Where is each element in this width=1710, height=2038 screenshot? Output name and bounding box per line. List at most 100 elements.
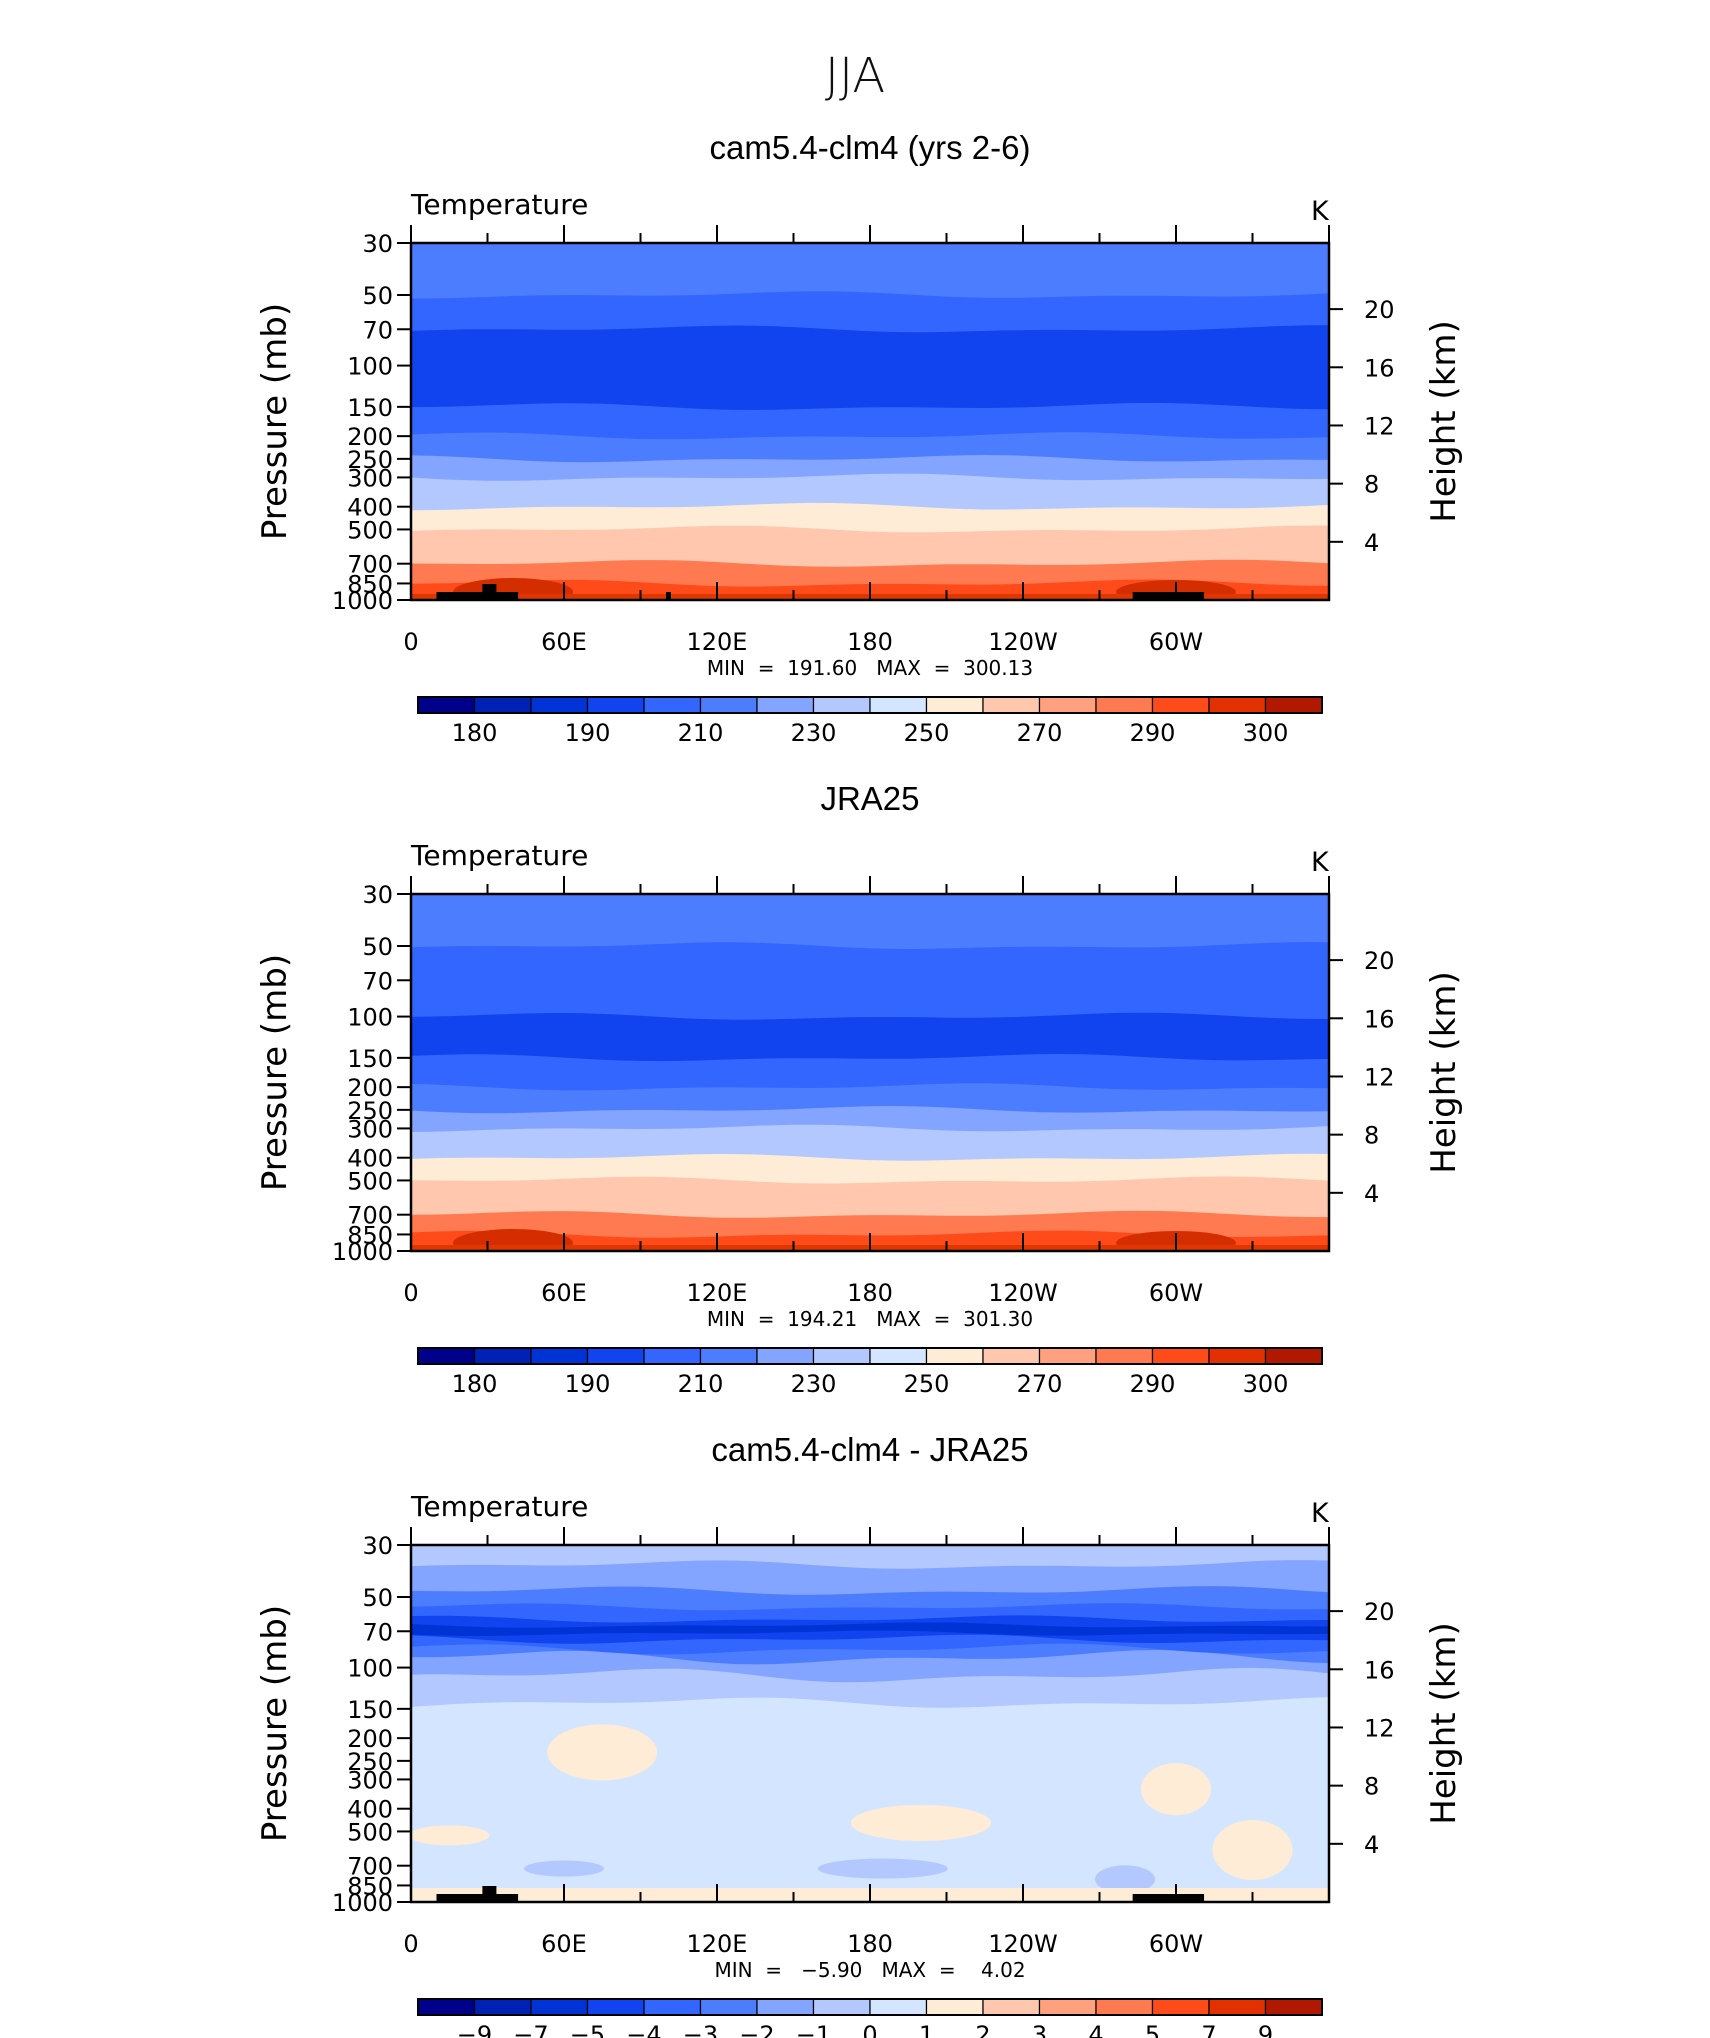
y-tick-label: 850 (347, 1872, 393, 1900)
colorbar-label: 0 (862, 2021, 877, 2038)
y-tick-label: 70 (362, 316, 393, 344)
colorbar-cell (925, 696, 984, 714)
colorbar-label: −9 (457, 2021, 492, 2038)
panel-3: cam5.4-clm4 - JRA25 Temperature K 0 60E 120E 1… (255, 1431, 1464, 2038)
colorbar-cell (643, 696, 702, 714)
colorbar-cell (869, 1347, 928, 1365)
contour-band (411, 942, 1329, 986)
y-tick-label: 50 (362, 282, 393, 310)
colorbar-label: −1 (796, 2021, 831, 2038)
units-label: K (1311, 196, 1330, 227)
colorbar-cell (699, 1347, 758, 1365)
contour-band (411, 1622, 1329, 1636)
y-tick-label: 200 (347, 1725, 393, 1753)
contour-band (411, 894, 1329, 952)
colorbar-cell (1208, 1347, 1267, 1365)
topography (1132, 1894, 1205, 1902)
y2-axis-label: Height (km) (1424, 320, 1464, 523)
y-tick-label: 400 (347, 1145, 393, 1173)
y-tick-label: 250 (347, 446, 393, 474)
colorbar-cell (756, 1347, 815, 1365)
contour-band (411, 243, 1329, 301)
colorbar-label: 290 (1130, 1370, 1176, 1398)
contour-band (411, 1083, 1329, 1116)
y-axis-label: Pressure (mb) (255, 954, 295, 1191)
colorbar-label: 3 (1032, 2021, 1047, 2038)
colorbar-label: 300 (1243, 719, 1289, 747)
colorbar-cell (1264, 1347, 1323, 1365)
contour-band (547, 1724, 658, 1781)
contour-fill (411, 243, 1329, 600)
colorbar-cell (1151, 1998, 1210, 2016)
contour-band (524, 1860, 604, 1877)
colorbar-cell (812, 696, 871, 714)
contour-band (1095, 1865, 1155, 1894)
y-tick-label: 500 (347, 1818, 393, 1846)
y-tick-label: 700 (347, 1202, 393, 1230)
panel-title: cam5.4-clm4 (yrs 2-6) (710, 129, 1031, 166)
x-tick-label: 60W (1149, 1279, 1203, 1307)
colorbar-cell (869, 1998, 928, 2016)
contour-band (411, 432, 1329, 465)
x-tick-label: 0 (403, 1930, 418, 1958)
colorbar-cell (925, 1998, 984, 2016)
x-tick-label: 180 (847, 1279, 893, 1307)
topography (666, 592, 671, 600)
colorbar-label: 230 (791, 719, 837, 747)
colorbar: 180 190 210 230 250 270 290 300 (417, 696, 1323, 747)
contour-band (1141, 1763, 1211, 1816)
y-tick-label: 100 (347, 353, 393, 381)
colorbar-cell (1208, 1998, 1267, 2016)
y-tick-label: 400 (347, 1796, 393, 1824)
colorbar-label: 2 (975, 2021, 990, 2038)
min-max-text: MIN = −5.90 MAX = 4.02 (714, 1958, 1025, 1982)
y2-tick-label: 4 (1364, 529, 1379, 557)
y-tick-label: 70 (362, 1618, 393, 1646)
y-tick-label: 50 (362, 933, 393, 961)
colorbar-cell (530, 1347, 589, 1365)
colorbar-cell (1151, 696, 1210, 714)
min-max-text: MIN = 194.21 MAX = 301.30 (707, 1307, 1033, 1331)
contour-band (411, 291, 1329, 335)
colorbar-label: 210 (678, 719, 724, 747)
contour-band (453, 1229, 573, 1251)
contour-band (817, 1858, 948, 1879)
units-label: K (1311, 847, 1330, 878)
colorbar-label: 5 (1145, 2021, 1160, 2038)
colorbar-cell (699, 1998, 758, 2016)
colorbar-cell (586, 1998, 645, 2016)
min-max-text: MIN = 191.60 MAX = 300.13 (707, 656, 1033, 680)
contour-fill (411, 1545, 1329, 1902)
colorbar-label: 7 (1201, 2021, 1216, 2038)
x-tick-label: 60W (1149, 628, 1203, 656)
y-tick-label: 500 (347, 516, 393, 544)
x-tick-label: 180 (847, 1930, 893, 1958)
colorbar-label: 270 (1017, 1370, 1063, 1398)
y-tick-label: 250 (347, 1097, 393, 1125)
y-tick-label: 30 (362, 230, 393, 258)
colorbar-cell (982, 696, 1041, 714)
y2-tick-label: 8 (1364, 1122, 1379, 1150)
contour-band (411, 1176, 1329, 1221)
colorbar-cell (812, 1998, 871, 2016)
y2-tick-label: 12 (1364, 412, 1395, 440)
x-tick-label: 120E (687, 628, 748, 656)
y-tick-label: 70 (362, 967, 393, 995)
y-tick-label: 300 (347, 464, 393, 492)
x-tick-label: 120W (988, 1930, 1058, 1958)
colorbar-cell (530, 1998, 589, 2016)
y-tick-label: 1000 (332, 1238, 393, 1266)
colorbar: 180 190 210 230 250 270 290 300 (417, 1347, 1323, 1398)
colorbar-cell (1208, 696, 1267, 714)
contour-band (1212, 1819, 1293, 1880)
y2-tick-label: 8 (1364, 471, 1379, 499)
colorbar-cell (643, 1347, 702, 1365)
topography (436, 1894, 519, 1902)
contour-band (411, 325, 1329, 371)
colorbar-cell (812, 1347, 871, 1365)
colorbar-cell (1095, 1998, 1154, 2016)
colorbar-cell (417, 1347, 476, 1365)
left-string: Temperature (410, 188, 588, 221)
colorbar-cell (1151, 1347, 1210, 1365)
colorbar-label: 290 (1130, 719, 1176, 747)
